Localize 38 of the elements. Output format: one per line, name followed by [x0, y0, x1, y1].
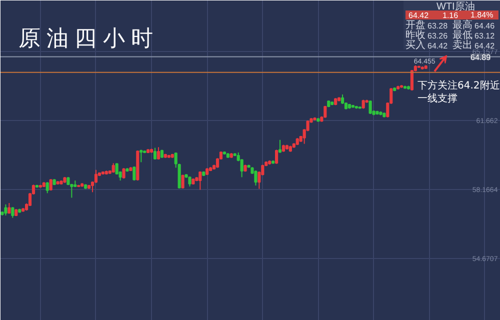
- candlestick: [254, 170, 258, 186]
- annotation: 一线支撑: [418, 92, 458, 104]
- candlestick: [198, 170, 202, 190]
- candlestick: [275, 149, 278, 164]
- annotation: 昨收: [406, 29, 426, 41]
- candlestick: [181, 174, 184, 189]
- candlestick: [4, 204, 8, 216]
- candlestick: [11, 206, 14, 218]
- annotation: 买入: [406, 39, 426, 51]
- candlestick: [188, 176, 192, 187]
- ref-line-label: 64.89: [470, 52, 492, 62]
- annotation: 1.84%: [470, 10, 494, 20]
- candlestick: [140, 149, 143, 163]
- candlestick: [49, 178, 52, 191]
- candlestick: [240, 158, 244, 178]
- annotation: WTI原油: [436, 0, 475, 12]
- text: 原 油 四 小 时: [18, 26, 153, 50]
- annotation: 64.42: [408, 11, 430, 20]
- annotation: 开盘: [406, 19, 426, 31]
- annotation: 卖出: [452, 39, 472, 51]
- annotation: 64.46: [474, 22, 496, 30]
- annotation: 下方关注64.2附近: [418, 80, 500, 92]
- candlestick: [94, 169, 98, 184]
- annotation: 63.28: [428, 22, 448, 30]
- annotation: 64.42: [474, 42, 496, 50]
- candlestick: [115, 162, 118, 175]
- candlestick: [368, 100, 372, 115]
- candlestick: [132, 166, 136, 182]
- annotation: 64.42: [428, 42, 448, 50]
- candlestick: [156, 146, 160, 160]
- annotation: 63.12: [474, 32, 496, 40]
- candlestick: [153, 147, 157, 160]
- annotation: 63.26: [428, 32, 448, 40]
- annotation: 最高: [452, 19, 472, 31]
- candlestick: [278, 139, 282, 154]
- candlestick: [46, 182, 49, 194]
- annotation: 最低: [452, 30, 472, 41]
- annotation: 1.16: [442, 11, 459, 20]
